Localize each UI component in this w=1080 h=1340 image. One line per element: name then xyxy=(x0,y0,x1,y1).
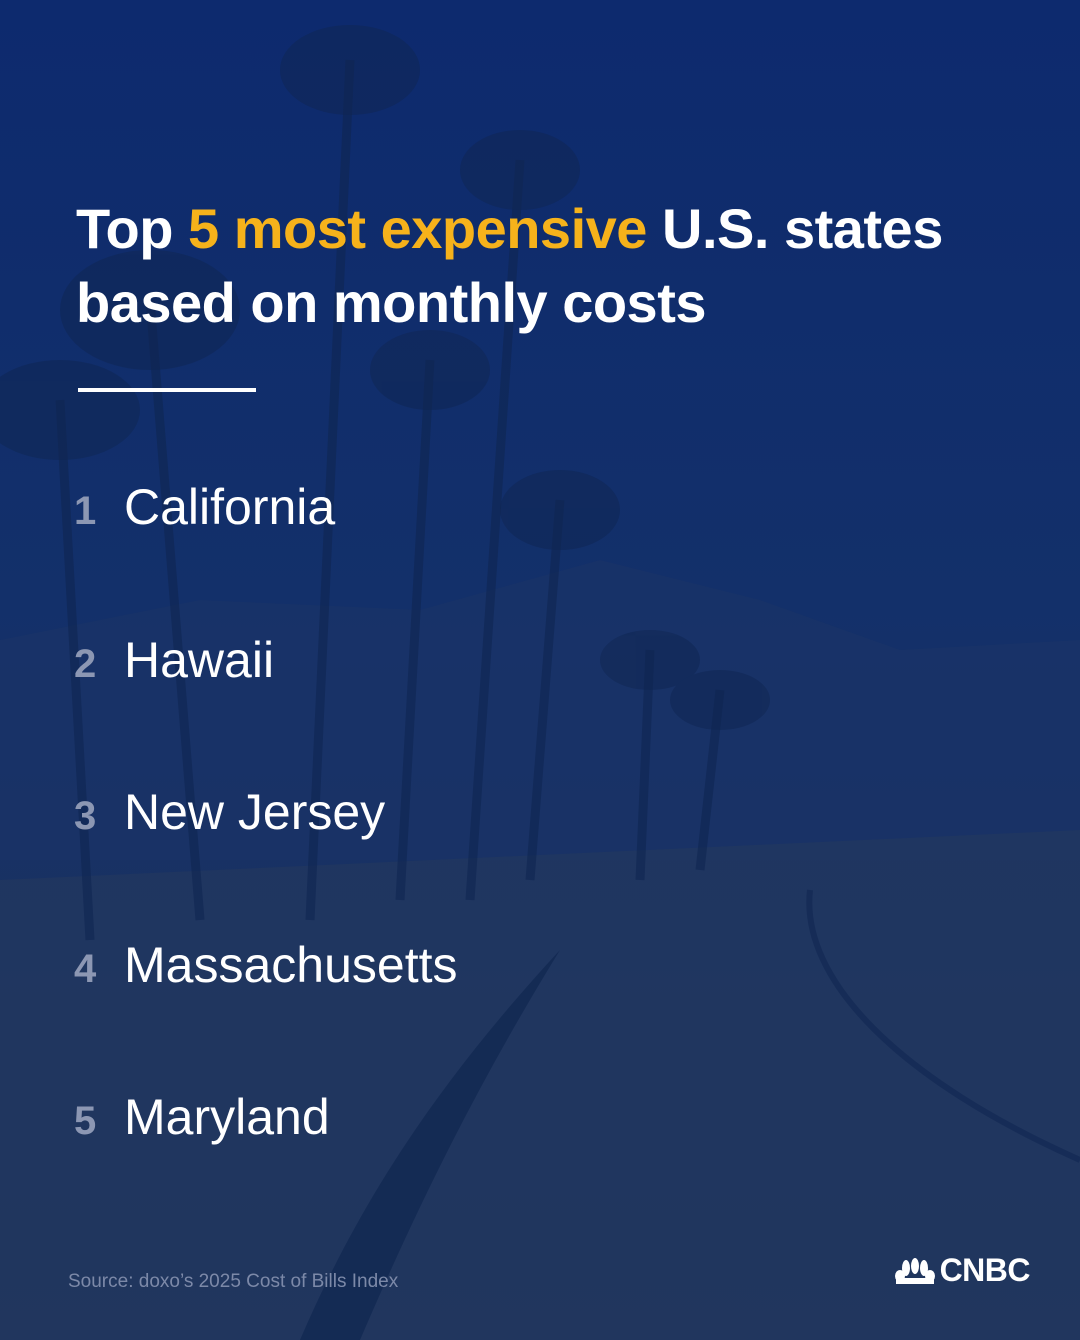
list-item: 4 Massachusetts xyxy=(74,936,457,996)
rank-number: 3 xyxy=(74,794,97,838)
headline: Top 5 most expensive U.S. states based o… xyxy=(76,192,1036,340)
list-item: 5 Maryland xyxy=(74,1088,330,1148)
headline-highlight: 5 most expensive xyxy=(188,197,647,260)
state-name: Maryland xyxy=(124,1089,330,1145)
state-name: Massachusetts xyxy=(124,936,458,993)
divider xyxy=(78,388,256,392)
rank-number: 1 xyxy=(74,489,97,533)
beach xyxy=(0,830,1080,1340)
rank-number: 4 xyxy=(74,946,97,991)
logo: CNBC xyxy=(894,1252,1031,1289)
list-item: 1 California xyxy=(74,478,335,538)
path-shadow xyxy=(300,950,560,1340)
state-name: Hawaii xyxy=(124,631,275,688)
list-item: 3 New Jersey xyxy=(74,783,385,843)
peacock-icon xyxy=(894,1257,935,1284)
state-name: California xyxy=(124,479,336,535)
rank-number: 5 xyxy=(74,1099,97,1143)
state-name: New Jersey xyxy=(124,784,386,840)
headline-text: U.S. states based on monthly costs xyxy=(76,197,943,334)
logo-text: CNBC xyxy=(939,1252,1031,1288)
source-note: Source: doxo’s 2025 Cost of Bills Index xyxy=(68,1271,399,1292)
rank-number: 2 xyxy=(74,641,97,686)
list-item: 2 Hawaii xyxy=(74,631,274,691)
palm-crowns xyxy=(0,25,770,730)
shoreline xyxy=(806,889,1080,1163)
headline-text: Top xyxy=(76,197,189,260)
